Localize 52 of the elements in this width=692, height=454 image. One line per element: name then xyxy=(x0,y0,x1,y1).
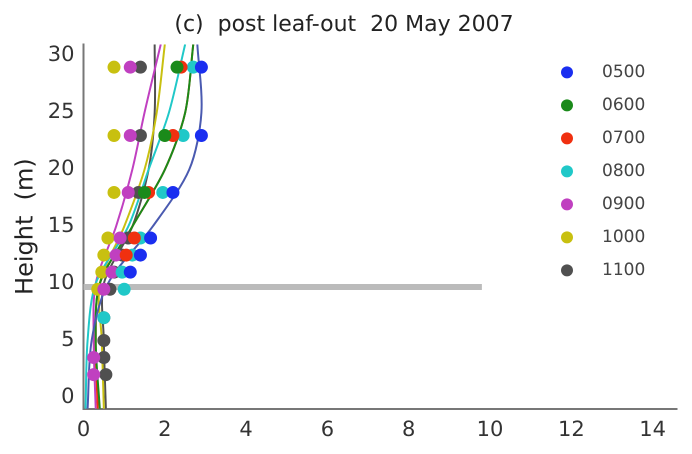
y-tick-label: 30 xyxy=(48,42,75,66)
legend-label: 1000 xyxy=(602,226,646,247)
point xyxy=(97,334,110,347)
point xyxy=(108,129,121,142)
point xyxy=(114,231,127,244)
x-tick-label: 2 xyxy=(158,416,172,441)
point xyxy=(99,368,112,382)
legend-label: 0700 xyxy=(602,128,646,148)
point xyxy=(170,60,184,74)
point xyxy=(194,129,208,142)
legend-label: 0900 xyxy=(602,194,646,214)
point xyxy=(118,282,131,296)
x-tick-label: 8 xyxy=(402,416,416,441)
legend-label: 0800 xyxy=(602,160,646,181)
y-tick-label: 20 xyxy=(48,156,75,180)
point xyxy=(97,248,110,262)
point xyxy=(128,231,141,244)
point xyxy=(134,129,147,142)
point xyxy=(124,60,137,74)
point xyxy=(108,60,121,74)
y-axis-title: Height (m) xyxy=(10,158,39,295)
point xyxy=(87,351,100,364)
point xyxy=(134,248,147,262)
point xyxy=(166,186,180,199)
legend-label: 1100 xyxy=(602,260,646,280)
x-tick-label: 10 xyxy=(476,416,504,441)
point xyxy=(97,282,110,296)
point xyxy=(144,231,158,244)
point xyxy=(120,248,133,262)
point xyxy=(101,231,114,244)
x-tick-label: 4 xyxy=(239,416,253,441)
point xyxy=(87,368,100,382)
legend-label: 0600 xyxy=(602,94,646,115)
point xyxy=(108,186,121,199)
x-tick-label: 6 xyxy=(320,416,334,441)
legend-label: 0500 xyxy=(602,62,646,82)
y-tick-label: 0 xyxy=(61,384,75,408)
point xyxy=(158,129,172,142)
chart-title: (c) post leaf-out 20 May 2007 xyxy=(174,12,514,37)
point xyxy=(110,248,123,262)
point xyxy=(138,186,151,199)
point xyxy=(122,186,135,199)
point xyxy=(124,129,137,142)
y-tick-label: 15 xyxy=(48,213,75,238)
y-tick-label: 10 xyxy=(48,270,75,294)
x-tick-label: 0 xyxy=(76,416,90,441)
point xyxy=(124,266,137,279)
x-tick-label: 14 xyxy=(639,416,666,441)
point xyxy=(194,60,208,74)
y-tick-label: 25 xyxy=(48,99,75,124)
y-tick-label: 5 xyxy=(61,326,75,351)
x-tick-label: 12 xyxy=(558,416,585,441)
